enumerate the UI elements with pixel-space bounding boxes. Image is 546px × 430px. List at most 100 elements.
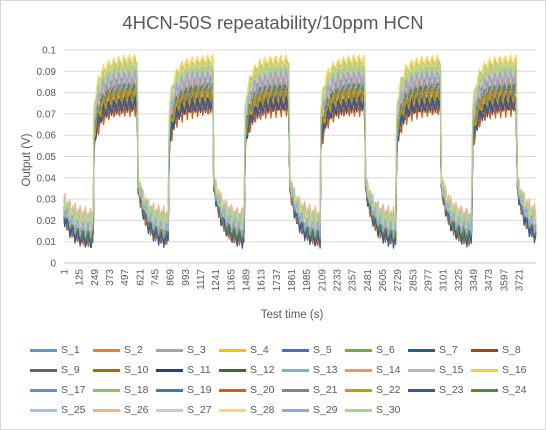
legend-swatch bbox=[156, 368, 183, 372]
legend-swatch bbox=[30, 408, 57, 412]
legend-swatch bbox=[30, 348, 57, 352]
legend-swatch bbox=[408, 388, 435, 392]
legend-label: S_4 bbox=[250, 344, 269, 356]
legend-label: S_30 bbox=[376, 404, 401, 416]
x-tick-label: 1241 bbox=[211, 269, 222, 292]
legend-item: S_18 bbox=[93, 384, 156, 396]
legend-swatch bbox=[156, 348, 183, 352]
legend-item: S_4 bbox=[219, 344, 282, 356]
legend-item: S_7 bbox=[408, 344, 471, 356]
x-tick-label: 373 bbox=[105, 269, 116, 286]
legend-swatch bbox=[93, 348, 120, 352]
x-tick-label: 2109 bbox=[317, 269, 328, 292]
x-tick-label: 249 bbox=[90, 269, 101, 286]
y-tick-label: 0 bbox=[50, 259, 56, 270]
legend-swatch bbox=[93, 368, 120, 372]
legend-label: S_21 bbox=[313, 384, 338, 396]
y-tick-label: 0.08 bbox=[37, 88, 57, 99]
legend-swatch bbox=[93, 408, 120, 412]
y-tick-label: 0.01 bbox=[37, 237, 57, 248]
legend-item: S_21 bbox=[282, 384, 345, 396]
legend-item: S_6 bbox=[345, 344, 408, 356]
legend-row: S_9 S_10 S_11 S_12 S_13 S_14 S_15 S_16 bbox=[30, 360, 540, 380]
legend-label: S_9 bbox=[61, 364, 80, 376]
legend-item: S_2 bbox=[93, 344, 156, 356]
legend-swatch bbox=[345, 348, 372, 352]
legend-label: S_14 bbox=[376, 364, 401, 376]
y-tick-label: 0.1 bbox=[42, 46, 56, 57]
legend-swatch bbox=[345, 368, 372, 372]
legend-label: S_29 bbox=[313, 404, 338, 416]
legend-label: S_6 bbox=[376, 344, 395, 356]
legend-item: S_11 bbox=[156, 364, 219, 376]
x-axis-ticks: 1 125 249 373 497 621 745 869 993 1117 1241 1365 148… bbox=[60, 269, 526, 292]
legend-item: S_30 bbox=[345, 404, 408, 416]
legend-item: S_24 bbox=[471, 384, 534, 396]
x-tick-label: 2481 bbox=[363, 269, 374, 292]
legend-label: S_28 bbox=[250, 404, 275, 416]
x-tick-label: 3101 bbox=[439, 269, 450, 292]
x-axis-title: Test time (s) bbox=[261, 309, 324, 321]
legend-swatch bbox=[282, 388, 309, 392]
legend-swatch bbox=[30, 388, 57, 392]
legend-item: S_23 bbox=[408, 384, 471, 396]
x-tick-label: 2977 bbox=[423, 269, 434, 292]
legend-swatch bbox=[471, 368, 498, 372]
x-tick-label: 2605 bbox=[378, 269, 389, 292]
legend-label: S_12 bbox=[250, 364, 275, 376]
chart-title: 4HCN-50S repeatability/10ppm HCN bbox=[122, 12, 424, 33]
legend-item: S_16 bbox=[471, 364, 534, 376]
legend-label: S_10 bbox=[124, 364, 149, 376]
legend-label: S_24 bbox=[502, 384, 527, 396]
x-tick-label: 1365 bbox=[226, 269, 237, 292]
legend-swatch bbox=[30, 368, 57, 372]
legend-item: S_22 bbox=[345, 384, 408, 396]
legend-item: S_29 bbox=[282, 404, 345, 416]
legend-item: S_10 bbox=[93, 364, 156, 376]
legend-label: S_17 bbox=[61, 384, 86, 396]
legend-label: S_8 bbox=[502, 344, 521, 356]
y-axis-title: Output (V) bbox=[21, 133, 33, 186]
legend-swatch bbox=[93, 388, 120, 392]
legend-label: S_22 bbox=[376, 384, 401, 396]
y-tick-label: 0.04 bbox=[37, 173, 57, 184]
legend-swatch bbox=[156, 408, 183, 412]
legend-swatch bbox=[282, 368, 309, 372]
x-tick-label: 125 bbox=[75, 269, 86, 286]
legend-item: S_12 bbox=[219, 364, 282, 376]
x-tick-label: 3473 bbox=[484, 269, 495, 292]
legend-item: S_5 bbox=[282, 344, 345, 356]
legend-label: S_18 bbox=[124, 384, 149, 396]
legend-label: S_27 bbox=[187, 404, 212, 416]
legend-item: S_19 bbox=[156, 384, 219, 396]
legend-label: S_19 bbox=[187, 384, 212, 396]
legend-label: S_15 bbox=[439, 364, 464, 376]
series-line-s-23 bbox=[63, 95, 537, 249]
x-tick-label: 2357 bbox=[348, 269, 359, 292]
x-tick-label: 993 bbox=[181, 269, 192, 286]
x-tick-label: 2233 bbox=[332, 269, 343, 292]
x-tick-label: 1737 bbox=[272, 269, 283, 292]
legend-item: S_17 bbox=[30, 384, 93, 396]
y-tick-label: 0.03 bbox=[37, 195, 57, 206]
legend-swatch bbox=[345, 408, 372, 412]
series-line-s-29 bbox=[63, 69, 537, 240]
legend-label: S_16 bbox=[502, 364, 527, 376]
legend-label: S_7 bbox=[439, 344, 458, 356]
plot-area: 0 0.01 0.02 0.03 0.04 0.05 0.06 0.07 0.08 0.09 0.1… bbox=[21, 46, 537, 321]
legend-item: S_28 bbox=[219, 404, 282, 416]
legend-row: S_1 S_2 S_3 S_4 S_5 S_6 S_7 S_8 bbox=[30, 340, 540, 360]
legend-item: S_9 bbox=[30, 364, 93, 376]
legend-item: S_20 bbox=[219, 384, 282, 396]
x-tick-label: 1613 bbox=[257, 269, 268, 292]
y-tick-label: 0.09 bbox=[37, 67, 57, 78]
legend-swatch bbox=[471, 348, 498, 352]
legend-swatch bbox=[219, 408, 246, 412]
legend-label: S_1 bbox=[61, 344, 80, 356]
x-tick-label: 621 bbox=[135, 269, 146, 286]
x-tick-label: 1117 bbox=[196, 269, 207, 290]
y-tick-label: 0.02 bbox=[37, 216, 57, 227]
legend-label: S_13 bbox=[313, 364, 338, 376]
legend-swatch bbox=[219, 368, 246, 372]
legend-item: S_3 bbox=[156, 344, 219, 356]
